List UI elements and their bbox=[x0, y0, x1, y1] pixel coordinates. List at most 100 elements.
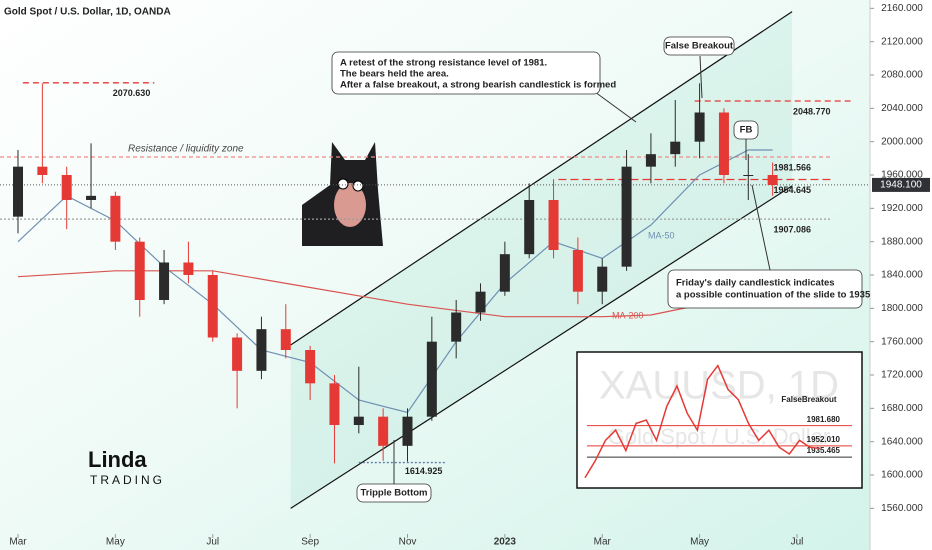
x-tick-label: Mar bbox=[9, 537, 27, 548]
x-tick-label: May bbox=[106, 537, 125, 548]
callout-text: A retest of the strong resistance level … bbox=[340, 58, 547, 69]
y-tick-label: 1720.000 bbox=[881, 370, 923, 381]
zone-label: Resistance / liquidity zone bbox=[128, 144, 244, 155]
channel-fill bbox=[290, 11, 793, 509]
y-tick-label: 1840.000 bbox=[881, 270, 923, 281]
callout-text: After a false breakout, a strong bearish… bbox=[340, 80, 616, 91]
channel-line bbox=[290, 185, 793, 509]
x-tick-label: May bbox=[690, 537, 709, 548]
candle-body bbox=[378, 416, 389, 446]
y-tick-label: 1560.000 bbox=[881, 503, 923, 514]
y-tick-label: 1600.000 bbox=[881, 470, 923, 481]
callout-text: Friday's daily candlestick indicates bbox=[676, 278, 835, 289]
callout-box bbox=[356, 483, 432, 503]
candle-body bbox=[597, 266, 608, 292]
callout-box bbox=[663, 36, 735, 56]
callout-pointer bbox=[751, 184, 771, 271]
level-label: 1614.925 bbox=[405, 466, 443, 476]
batman-illustration bbox=[302, 142, 383, 246]
candle-body bbox=[207, 275, 218, 338]
level-label: 1907.086 bbox=[774, 224, 812, 234]
candle-body bbox=[670, 141, 681, 155]
last-price-badge bbox=[872, 177, 930, 192]
inset-level-label: 1981.680 bbox=[807, 415, 841, 424]
candle-body bbox=[232, 337, 243, 371]
x-tick-label: Mar bbox=[594, 537, 612, 548]
logo-sub: TRADING bbox=[90, 473, 165, 487]
inset-label: FalseBreakout bbox=[781, 395, 836, 404]
candle-body bbox=[475, 291, 486, 313]
callout-text: The bears held the area. bbox=[340, 69, 449, 80]
callout-text: a possible continuation of the slide to … bbox=[676, 290, 871, 301]
candle-body bbox=[499, 254, 510, 292]
candle-body bbox=[134, 241, 145, 300]
y-tick-label: 1680.000 bbox=[881, 403, 923, 414]
inset-level-label: 1952.010 bbox=[807, 435, 841, 444]
candle-body bbox=[110, 195, 121, 242]
candle-body bbox=[645, 154, 656, 167]
level-label: 2070.630 bbox=[113, 88, 151, 98]
candle-body bbox=[61, 175, 72, 200]
last-price-label: 1948.100 bbox=[880, 180, 922, 191]
candle-body bbox=[183, 262, 194, 275]
x-tick-label: 2023 bbox=[494, 537, 517, 548]
y-tick-label: 2120.000 bbox=[881, 36, 923, 47]
y-tick-label: 2080.000 bbox=[881, 70, 923, 81]
inset-watermark-sub: Gold Spot / U.S. Dollar bbox=[608, 424, 831, 449]
callout-pointer bbox=[594, 91, 637, 123]
callout-pointer bbox=[699, 55, 703, 99]
y-tick-label: 1880.000 bbox=[881, 236, 923, 247]
inset-line bbox=[584, 364, 821, 479]
candle-body bbox=[37, 166, 48, 175]
candle-body bbox=[572, 250, 583, 292]
chart-title: Gold Spot / U.S. Dollar, 1D, OANDA bbox=[4, 7, 171, 18]
y-tick-label: 2000.000 bbox=[881, 136, 923, 147]
candle-body bbox=[621, 166, 632, 267]
y-tick-label: 2040.000 bbox=[881, 103, 923, 114]
y-tick-label: 1800.000 bbox=[881, 303, 923, 314]
candle-body bbox=[718, 112, 729, 175]
logo-name: Linda bbox=[88, 447, 147, 472]
candle-body bbox=[767, 175, 778, 185]
candle-body bbox=[86, 195, 97, 200]
ma-label: MA-200 bbox=[612, 310, 644, 320]
candle-body bbox=[524, 200, 535, 255]
level-label: 2048.770 bbox=[793, 106, 831, 116]
inset-level-label: 1935.465 bbox=[807, 446, 841, 455]
candle-body bbox=[426, 341, 437, 417]
x-tick-label: Jul bbox=[206, 537, 219, 548]
x-tick-label: Sep bbox=[301, 537, 319, 548]
callout-box bbox=[331, 51, 601, 95]
level-label: 1981.566 bbox=[774, 162, 812, 172]
candle-body bbox=[743, 175, 754, 176]
candle-body bbox=[280, 329, 291, 350]
inset-frame bbox=[576, 351, 863, 489]
candle-body bbox=[353, 416, 364, 425]
callout-box bbox=[667, 269, 863, 309]
candle-body bbox=[451, 312, 462, 342]
level-label: 1954.645 bbox=[774, 185, 812, 195]
y-tick-label: 1960.000 bbox=[881, 170, 923, 181]
candle-body bbox=[402, 416, 413, 446]
callout-text: FB bbox=[740, 125, 753, 136]
callout-box bbox=[733, 120, 759, 140]
x-tick-label: Jul bbox=[791, 537, 804, 548]
candle-body bbox=[159, 262, 170, 300]
callout-text: Tripple Bottom bbox=[360, 488, 427, 499]
y-tick-label: 2160.000 bbox=[881, 3, 923, 14]
candle-body bbox=[329, 383, 340, 425]
ma-line bbox=[17, 270, 700, 318]
axis-background bbox=[870, 0, 932, 550]
candle-body bbox=[256, 329, 267, 371]
candle-body bbox=[13, 166, 24, 217]
candle-body bbox=[694, 112, 705, 142]
channel-line bbox=[290, 11, 793, 346]
y-tick-label: 1760.000 bbox=[881, 336, 923, 347]
x-tick-label: Nov bbox=[399, 537, 417, 548]
candle-body bbox=[305, 350, 316, 384]
y-tick-label: 1640.000 bbox=[881, 436, 923, 447]
ma-label: MA-50 bbox=[648, 230, 675, 240]
y-tick-label: 1920.000 bbox=[881, 203, 923, 214]
candle-body bbox=[548, 200, 559, 250]
